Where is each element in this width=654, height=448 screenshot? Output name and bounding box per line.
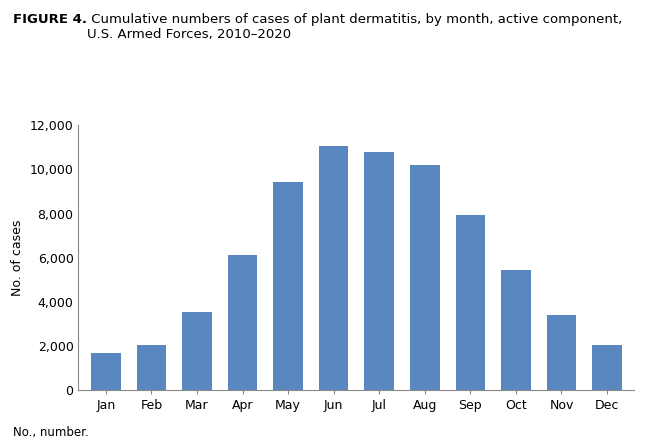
Bar [319, 146, 349, 390]
Bar [410, 165, 439, 390]
Bar [364, 152, 394, 390]
Y-axis label: No. of cases: No. of cases [11, 220, 24, 296]
Bar [182, 311, 212, 390]
Text: No., number.: No., number. [13, 426, 89, 439]
Bar [501, 270, 530, 390]
Bar [456, 215, 485, 390]
Bar [547, 315, 576, 390]
Text: FIGURE 4.: FIGURE 4. [13, 13, 87, 26]
Text: Cumulative numbers of cases of plant dermatitis, by month, active component,
U.S: Cumulative numbers of cases of plant der… [87, 13, 623, 41]
Bar [593, 345, 622, 390]
Bar [273, 181, 303, 390]
Bar [228, 255, 257, 390]
Bar [91, 353, 120, 390]
Bar [137, 345, 166, 390]
